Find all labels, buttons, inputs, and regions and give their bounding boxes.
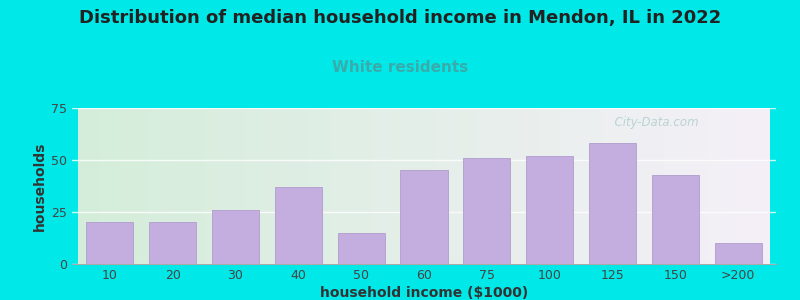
Bar (526, 156, 574, 264)
Bar (149, 222, 196, 264)
Text: Distribution of median household income in Mendon, IL in 2022: Distribution of median household income … (79, 9, 721, 27)
Bar (463, 158, 510, 264)
Text: City-Data.com: City-Data.com (607, 116, 698, 129)
X-axis label: household income ($1000): household income ($1000) (320, 286, 528, 300)
Text: White residents: White residents (332, 60, 468, 75)
Bar (589, 143, 636, 264)
Bar (86, 222, 134, 264)
Bar (714, 243, 762, 264)
Bar (401, 170, 447, 264)
Bar (652, 175, 699, 264)
Bar (338, 233, 385, 264)
Bar (274, 187, 322, 264)
Bar (212, 210, 259, 264)
Y-axis label: households: households (33, 141, 47, 231)
